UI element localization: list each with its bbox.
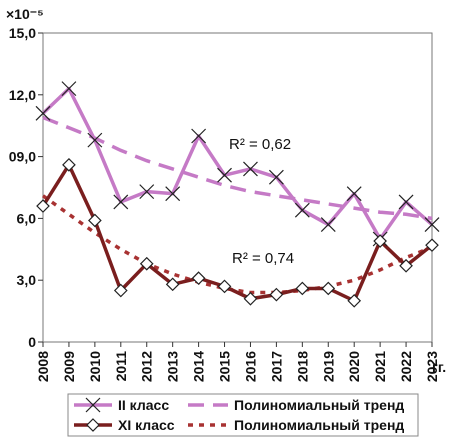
data-point-s1-2014 (191, 128, 207, 144)
data-point-s2-2018 (295, 281, 310, 296)
data-point-s2-2020 (347, 293, 362, 308)
y-tick-label: 0 (28, 334, 36, 350)
data-point-s2-2015 (217, 279, 232, 294)
data-point-s1-2011 (113, 194, 129, 210)
data-markers (35, 81, 440, 308)
y-tick-label: 15,0 (9, 25, 36, 41)
y-tick-label: 6,0 (17, 210, 37, 226)
data-point-s1-2019 (320, 217, 336, 233)
data-point-s1-2018 (294, 202, 310, 218)
data-point-s2-2014 (191, 271, 206, 285)
data-point-s2-2016 (243, 291, 258, 306)
legend: II класс XI класс Полиномиальный тренд П… (67, 393, 419, 437)
legend-box (67, 393, 419, 437)
x-tick-label: 2018 (294, 351, 310, 382)
trend-line-2 (41, 194, 433, 295)
x-tick-label: 2010 (87, 351, 103, 382)
data-point-s2-2012 (139, 256, 154, 271)
data-point-s1-2008 (35, 105, 51, 121)
data-point-s2-2008 (36, 199, 50, 213)
trend-line-1 (42, 115, 433, 221)
x-tick-label: 2016 (242, 351, 258, 382)
data-point-s2-2023 (425, 238, 439, 253)
legend-marker-series-1 (85, 397, 101, 413)
x-tick-label: 2008 (35, 351, 51, 382)
y-tick-label: 3,0 (17, 272, 37, 288)
x-unit-label: гг. (432, 359, 446, 375)
data-point-s1-2012 (139, 184, 155, 200)
x-tick-label: 2011 (113, 351, 129, 382)
data-point-s1-2020 (346, 186, 362, 202)
data-point-s2-2021 (373, 234, 387, 248)
y-tick-label: 12,0 (9, 87, 36, 103)
legend-label-series-2: XI класс (118, 417, 175, 433)
x-tick-label: 2017 (268, 351, 284, 382)
y-scale-label: ×10⁻⁵ (6, 6, 44, 22)
data-point-s2-2010 (88, 213, 102, 228)
data-point-s2-2009 (62, 157, 76, 172)
series-line-1 (41, 86, 434, 241)
x-tick-label: 2021 (372, 351, 388, 382)
data-point-s2-2017 (269, 287, 284, 302)
x-tick-label: 2012 (139, 351, 155, 382)
data-point-s2-2022 (399, 258, 413, 273)
data-point-s1-2010 (87, 132, 103, 148)
x-tick-label: 2009 (61, 351, 77, 382)
x-tick-label: 2015 (217, 351, 233, 382)
data-point-s1-2023 (424, 217, 440, 233)
legend-label-series-1: II класс (118, 397, 169, 413)
x-tick-label: 2019 (320, 351, 336, 382)
legend-label-trend-1: Полиномиальный тренд (234, 397, 404, 413)
series-lines (41, 86, 434, 303)
axes: 0 3,0 6,0 09,0 12,0 15,0 2008 2009 2010 2011 2012 2… (9, 25, 440, 382)
data-point-s1-2016 (243, 161, 258, 177)
data-point-s1-2015 (217, 167, 232, 183)
x-tick-label: 2023 (424, 351, 440, 382)
x-tick-label: 2014 (191, 351, 207, 382)
data-point-s1-2009 (61, 81, 77, 97)
data-point-s1-2013 (165, 186, 181, 202)
r2-annotation-class-2: R² = 0,62 (229, 136, 291, 153)
data-point-s2-2019 (321, 281, 336, 296)
legend-label-trend-2: Полиномиальный тренд (234, 417, 404, 433)
trend-lines (41, 115, 433, 295)
x-tick-label: 2020 (346, 351, 362, 382)
x-tick-label: 2013 (165, 351, 181, 382)
r2-annotation-class-11: R² = 0,74 (232, 250, 294, 267)
data-point-s1-2022 (398, 194, 414, 210)
y-tick-label: 09,0 (9, 149, 36, 165)
data-point-s2-2011 (113, 283, 128, 298)
legend-marker-series-2 (86, 418, 100, 432)
series-line-2 (41, 163, 434, 303)
data-point-s2-2013 (165, 277, 180, 292)
data-point-s1-2017 (268, 169, 284, 185)
x-tick-label: 2022 (398, 351, 414, 382)
